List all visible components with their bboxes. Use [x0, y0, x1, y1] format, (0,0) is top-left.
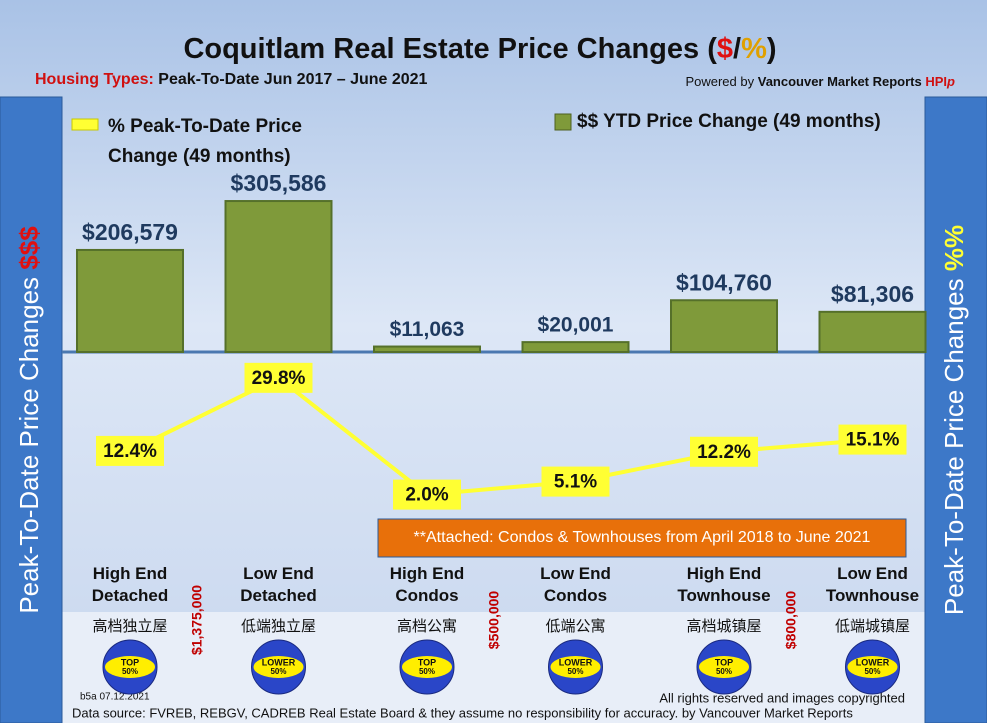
chinese-label: 高档独立屋 [92, 618, 167, 635]
badge-band [253, 656, 304, 678]
category-label: Low End Condos [540, 564, 611, 605]
category-label: High End Townhouse [677, 564, 771, 605]
source: Data source: FVREB, REBGV, CADREB Real E… [72, 705, 853, 720]
legend-line: % Peak-To-Date Price Change (49 months) [108, 116, 302, 167]
point-label-box [541, 466, 610, 497]
point-label: 12.2% [697, 442, 751, 463]
threshold-label: $500,000 [486, 591, 502, 650]
bar-label: $305,586 [231, 170, 327, 196]
chinese-label: 低端独立屋 [241, 618, 316, 635]
badge-text: 50% [864, 667, 880, 676]
chinese-label: 低端城镇屋 [835, 618, 910, 635]
badge-text: LOWER [856, 657, 890, 667]
chinese-label: 高档公寓 [397, 617, 457, 635]
badge-band [847, 656, 898, 678]
legend-swatch-bar [554, 113, 572, 131]
badge-text: 50% [122, 667, 138, 676]
bar [670, 299, 778, 354]
left-axis-label: Peak-To-Date Price Changes $$$ [14, 226, 44, 614]
badge-band [105, 656, 155, 678]
badge-text: 50% [270, 667, 286, 676]
bar-label: $20,001 [538, 314, 614, 337]
bar-label: $104,760 [676, 269, 772, 295]
point-label: 2.0% [405, 485, 448, 506]
category-label: Low End Townhouse [825, 564, 920, 605]
bar-label: $11,063 [390, 318, 465, 341]
note-box [377, 518, 907, 558]
category-label: High End Condos [389, 564, 465, 605]
point-label: 29.8% [252, 368, 306, 389]
bar [76, 248, 184, 353]
badge-text: TOP [418, 657, 436, 667]
bar-label: $206,579 [82, 219, 178, 245]
bar-label: $81,306 [831, 281, 914, 307]
chart-title: Coquitlam Real Estate Price Changes ($/%… [183, 33, 776, 65]
category-label: High End Detached [91, 564, 169, 605]
badge-band [699, 656, 749, 678]
note: **Attached: Condos & Townhouses from Apr… [414, 529, 871, 546]
point-label-box [690, 436, 758, 467]
bar [373, 345, 481, 354]
badge-text: 50% [419, 667, 435, 676]
point-label-box [838, 424, 907, 455]
line [129, 375, 873, 497]
category-label: Low End Detached [240, 564, 317, 605]
right-axis-label: Peak-To-Date Price Changes %% [939, 225, 969, 615]
point-label-box [244, 362, 313, 393]
threshold-label: $1,375,000 [189, 585, 205, 655]
chinese-label: 低端公寓 [545, 617, 605, 635]
bar [224, 200, 333, 353]
badge-text: LOWER [262, 657, 296, 667]
chinese-label: 高档城镇屋 [686, 618, 761, 635]
bar [818, 310, 927, 354]
left-pillar [0, 96, 63, 723]
point-label: 12.4% [103, 441, 157, 462]
legend-bar: $$ YTD Price Change (49 months) [577, 111, 881, 132]
badge-text: 50% [716, 667, 732, 676]
badge-text: 50% [567, 667, 583, 676]
subtitle: Housing Types: Peak-To-Date Jun 2017 – J… [35, 71, 428, 88]
point-label-box [393, 479, 461, 510]
credit: Powered by Vancouver Market Reports HPIp [685, 74, 955, 89]
threshold-label: $800,000 [783, 591, 799, 650]
version: b5a 07.12.2021 [80, 692, 150, 703]
badge-text: TOP [121, 657, 139, 667]
point-label: 15.1% [846, 430, 900, 451]
badge-text: TOP [715, 657, 733, 667]
badge-text: LOWER [559, 657, 593, 667]
footer-band [0, 612, 987, 723]
point-label-box [96, 435, 164, 466]
bar [521, 341, 630, 354]
point-label: 5.1% [554, 472, 597, 493]
badge-band [402, 656, 452, 678]
legend-swatch-line [71, 118, 99, 131]
right-pillar [924, 96, 987, 723]
badge-band [550, 656, 601, 678]
